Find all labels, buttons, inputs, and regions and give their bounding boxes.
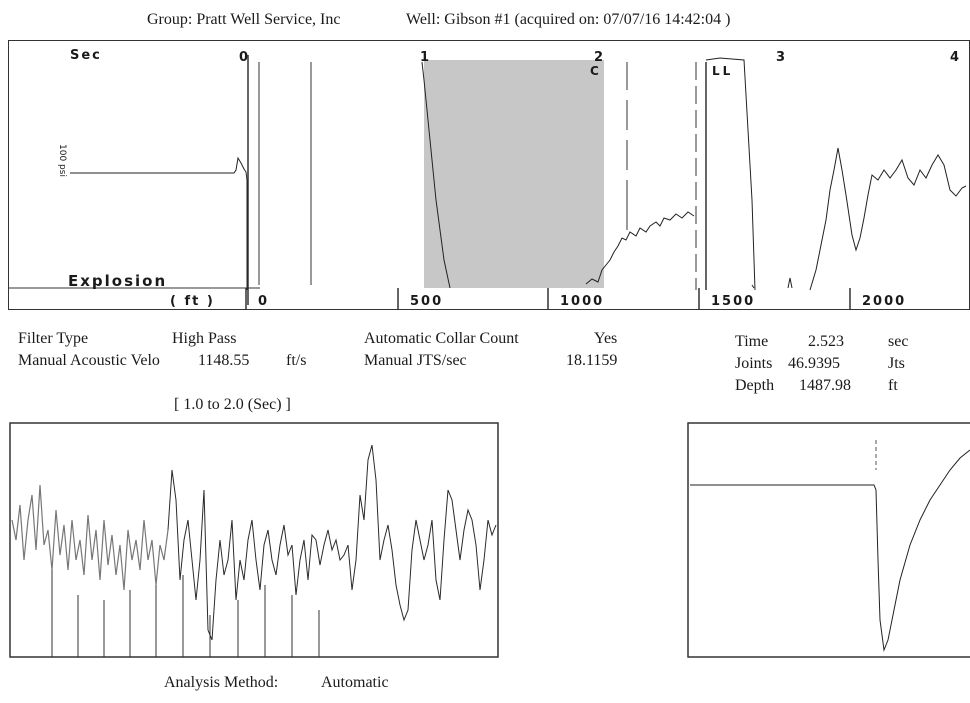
time-unit: sec	[888, 333, 909, 350]
kick-detail-trace	[690, 449, 970, 652]
velocity-value: 1148.55	[198, 352, 250, 369]
group-label: Group: Pratt Well Service, Inc	[147, 11, 341, 28]
acoustic-trace	[70, 57, 967, 291]
detail-chart-frame	[687, 422, 970, 658]
time-value: 2.523	[808, 333, 844, 350]
jts-sec-label: Manual JTS/sec	[364, 352, 467, 369]
marker-c-label: C	[590, 64, 600, 78]
joints-value: 46.9395	[788, 355, 840, 372]
sec-tick-2: 2	[594, 50, 606, 65]
sec-tick-3: 3	[776, 50, 788, 65]
ft-tick-2000: 2000	[862, 294, 907, 309]
collar-count-label: Automatic Collar Count	[364, 330, 519, 347]
ft-tick-1000: 1000	[560, 294, 605, 309]
zoom-chart-frame	[9, 422, 499, 658]
sec-tick-1: 1	[420, 50, 432, 65]
sec-label: Sec	[70, 48, 102, 63]
pressure-scale: 100 psi	[53, 144, 67, 194]
collar-markers	[51, 570, 320, 657]
sec-tick-0: 0	[239, 50, 251, 65]
filtered-zoom-trace	[11, 484, 169, 591]
explosion-label: Explosion	[68, 272, 168, 290]
velocity-unit: ft/s	[286, 352, 307, 369]
ft-tick-1500: 1500	[711, 294, 756, 309]
filtered-zoom-trace	[167, 444, 497, 641]
jts-sec-value: 18.1159	[566, 352, 618, 369]
ft-label: ( ft )	[170, 294, 215, 309]
depth-unit: ft	[888, 377, 898, 394]
depth-label: Depth	[735, 377, 775, 394]
sec-tick-4: 4	[950, 50, 962, 65]
zoom-range-label: [ 1.0 to 2.0 (Sec) ]	[174, 396, 291, 413]
filter-type-label: Filter Type	[18, 330, 89, 347]
marker-ll-label: LL	[712, 64, 734, 78]
filter-type-value: High Pass	[172, 330, 237, 347]
ft-tick-500: 500	[410, 294, 444, 309]
joints-label: Joints	[735, 355, 773, 372]
selection-shade	[424, 60, 604, 288]
ft-tick-0: 0	[258, 294, 270, 309]
analysis-method-value: Automatic	[321, 674, 389, 691]
well-label: Well: Gibson #1 (acquired on: 07/07/16 1…	[406, 11, 731, 28]
pressure-scale-label: 100 psi	[57, 144, 67, 177]
time-label: Time	[735, 333, 769, 350]
analysis-method-label: Analysis Method:	[164, 674, 279, 691]
depth-value: 1487.98	[799, 377, 851, 394]
joints-unit: Jts	[888, 355, 905, 372]
velocity-label: Manual Acoustic Velo	[18, 352, 160, 369]
collar-count-value: Yes	[594, 330, 618, 347]
